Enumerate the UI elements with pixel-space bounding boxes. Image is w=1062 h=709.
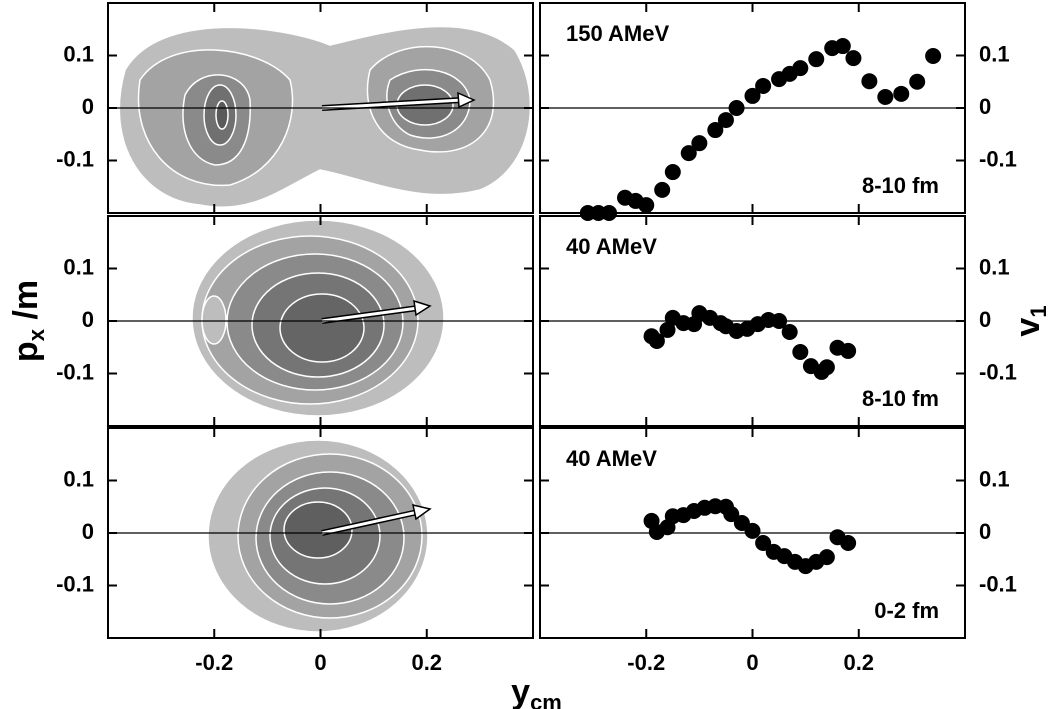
panel-label: 40 AMeV	[566, 234, 657, 259]
data-point	[893, 85, 910, 102]
data-point	[680, 145, 697, 162]
data-point	[925, 48, 942, 65]
y-tick-label: -0.1	[56, 571, 94, 596]
y-tick-label: 0	[82, 307, 94, 332]
y-axis-label-sub: 1	[1026, 305, 1051, 317]
panel-label: 0-2 fm	[874, 598, 939, 623]
data-point	[654, 181, 671, 198]
x-tick-label: 0.2	[411, 650, 442, 675]
data-point	[840, 342, 857, 359]
contour-middle	[191, 219, 445, 417]
x-tick-label: 0.2	[843, 650, 874, 675]
data-point	[601, 205, 618, 221]
data-point	[771, 313, 788, 329]
y-tick-label: 0	[979, 307, 991, 332]
x-axis-label-sub: cm	[530, 690, 562, 709]
y-tick-label: 0.1	[63, 41, 94, 66]
y-axis-label-main: v	[1009, 318, 1047, 337]
y-tick-label: -0.1	[979, 571, 1017, 596]
data-point	[744, 522, 761, 539]
panel-label: 150 AMeV	[566, 21, 669, 46]
y-tick-label: 0.1	[979, 41, 1010, 66]
data-point	[755, 534, 772, 551]
y-tick-label: 0.1	[63, 466, 94, 491]
x-tick-label: 0	[314, 650, 326, 675]
data-point	[638, 197, 655, 214]
y-tick-label: -0.1	[56, 146, 94, 171]
data-point	[818, 359, 835, 376]
data-point	[691, 135, 708, 152]
y-axis-label-suffix: /m	[7, 280, 45, 329]
data-point	[755, 77, 772, 94]
y-tick-label: 0.1	[979, 466, 1010, 491]
data-point	[834, 38, 851, 55]
y-tick-label: -0.1	[979, 359, 1017, 384]
y-tick-label: 0.1	[979, 254, 1010, 279]
data-point	[664, 164, 681, 181]
x-axis-label-main: y	[511, 673, 530, 709]
y-axis-label-main: p	[7, 341, 45, 362]
data-point	[744, 87, 761, 104]
y-axis-label-sub: x	[24, 328, 49, 341]
panel-label: 8-10 fm	[862, 386, 939, 411]
data-point	[707, 122, 724, 139]
y-tick-label: -0.1	[56, 359, 94, 384]
y-tick-label: 0	[82, 519, 94, 544]
data-point	[723, 506, 740, 523]
data-point	[792, 343, 809, 360]
contour-top	[118, 25, 532, 209]
y-axis-label: v1	[1009, 305, 1051, 336]
y-tick-label: 0	[82, 94, 94, 119]
data-point	[877, 88, 894, 105]
data-point	[792, 60, 809, 77]
y-tick-label: 0.1	[63, 254, 94, 279]
data-point	[659, 321, 676, 338]
y-tick-label: 0	[979, 519, 991, 544]
data-point	[808, 51, 825, 68]
data-point	[728, 100, 745, 116]
data-point	[781, 324, 798, 341]
data-point	[717, 112, 734, 129]
y-tick-label: -0.1	[979, 146, 1017, 171]
data-point	[845, 50, 862, 67]
panel-label: 8-10 fm	[862, 173, 939, 198]
data-point	[909, 73, 926, 90]
y-tick-label: 0	[979, 94, 991, 119]
contour-bottom	[207, 439, 429, 633]
x-tick-label: -0.2	[195, 650, 233, 675]
panel-label: 40 AMeV	[566, 446, 657, 471]
data-point	[818, 549, 835, 566]
data-point	[840, 534, 857, 551]
data-point	[648, 332, 665, 349]
y-axis-label: px /m	[7, 280, 49, 362]
arrows	[321, 91, 476, 536]
x-tick-label: 0	[746, 650, 758, 675]
x-axis-label: ycm	[511, 673, 562, 709]
x-tick-label: -0.2	[627, 650, 665, 675]
data-point	[861, 73, 878, 90]
